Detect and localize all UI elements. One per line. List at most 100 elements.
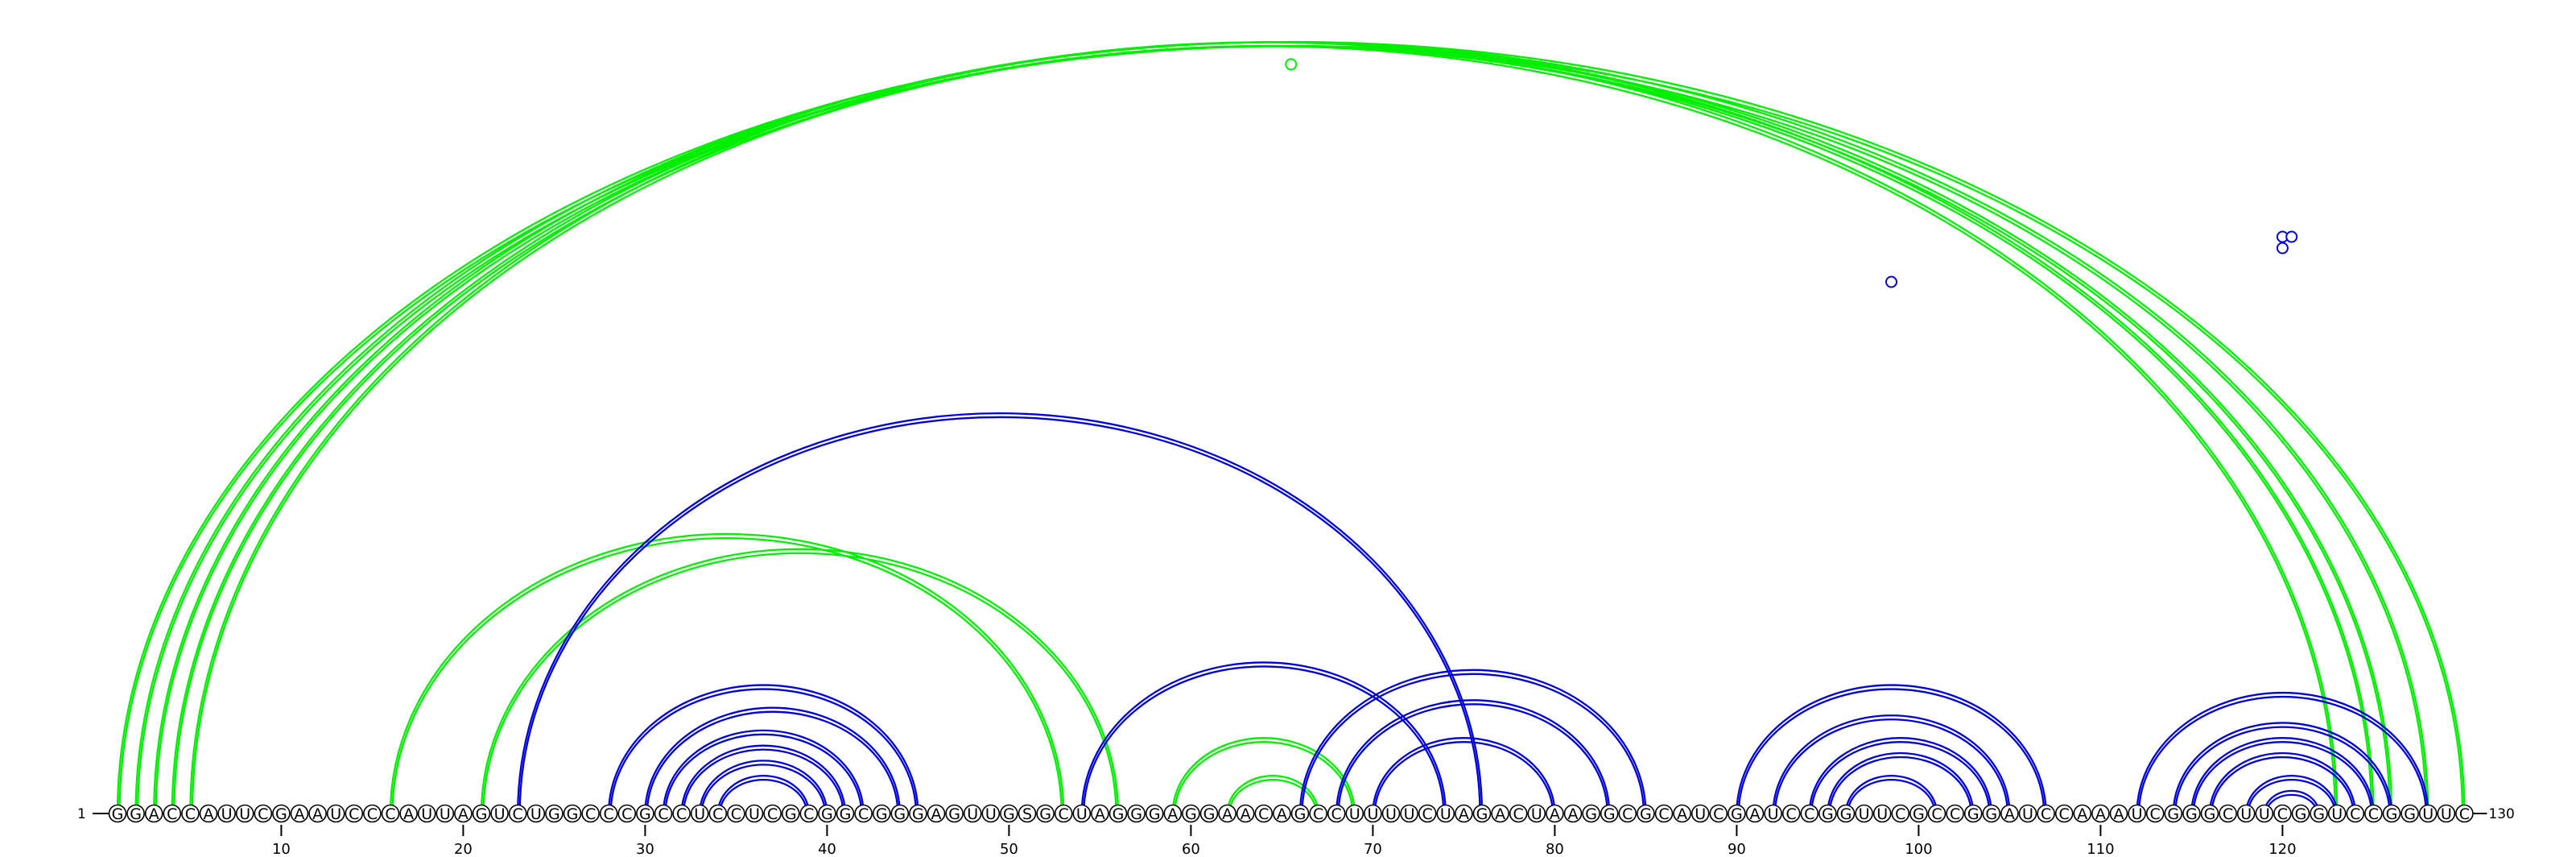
nucleotide-letter: G — [1822, 805, 1834, 823]
nucleotide-circle — [254, 804, 273, 823]
nucleotide: G — [1582, 804, 1600, 823]
base-pair-arc — [391, 536, 1063, 814]
nucleotide-letter: C — [167, 805, 177, 823]
nucleotide-circle — [1709, 804, 1728, 823]
base-pair-arcs — [116, 40, 2466, 814]
base-pair-arc — [2263, 789, 2320, 814]
base-pair-arc — [1226, 775, 1319, 814]
nucleotide-circle — [1327, 804, 1346, 823]
nucleotide: U — [1345, 804, 1364, 823]
nucleotide-circle — [2364, 804, 2383, 823]
nucleotide-letter: G — [1585, 805, 1597, 823]
nucleotide-circle — [1182, 804, 1200, 823]
nucleotide-circle — [326, 804, 345, 823]
nucleotide: A — [927, 804, 946, 823]
nucleotide-circle — [2091, 804, 2110, 823]
nucleotide-circle — [1108, 804, 1128, 823]
nucleotide-letter: A — [2077, 805, 2087, 823]
nucleotide-circle — [272, 804, 291, 823]
nucleotide-letter: G — [1003, 805, 1015, 823]
nucleotide-letter: U — [1531, 805, 1542, 823]
nucleotide: U — [1527, 804, 1546, 823]
nucleotide: C — [163, 804, 182, 823]
nucleotide-circle — [581, 804, 600, 823]
nucleotide-letter: U — [985, 805, 997, 823]
nucleotide-circle — [1418, 804, 1437, 823]
nucleotide-letter: U — [967, 805, 978, 823]
nucleotide-letter: G — [1294, 805, 1307, 823]
nucleotide-circle — [1982, 804, 2001, 823]
base-pair-arc — [2192, 741, 2373, 814]
nucleotide-letter: U — [330, 805, 341, 823]
nucleotide-circle — [1054, 804, 1073, 823]
nucleotide: G — [1728, 804, 1746, 823]
nucleotide-letter: G — [1203, 805, 1216, 823]
nucleotide-circle — [2236, 804, 2256, 823]
nucleotide-circle — [1946, 804, 1964, 823]
base-pair-arc — [1335, 699, 1611, 814]
nucleotide-circle — [2455, 804, 2474, 823]
base-pair-arc — [1828, 756, 1972, 814]
nucleotide-circle — [2273, 804, 2292, 823]
nucleotide-circle — [526, 804, 546, 823]
nucleotide-letter: G — [1476, 805, 1488, 823]
base-pair-arc — [1827, 751, 1975, 814]
nucleotide: G — [872, 804, 891, 823]
nucleotide: C — [2219, 804, 2237, 823]
nucleotide-letter: A — [1277, 805, 1287, 823]
nucleotide: U — [235, 804, 254, 823]
nucleotide: G — [1472, 804, 1492, 823]
nucleotide-letter: G — [876, 805, 888, 823]
nucleotide: U — [490, 804, 509, 823]
base-pair-arc — [2136, 691, 2429, 814]
nucleotide-letter: A — [1222, 805, 1232, 823]
nucleotide: G — [2291, 804, 2310, 823]
nucleotide-circle — [617, 804, 637, 823]
nucleotide-circle — [1018, 804, 1037, 823]
nucleotide: A — [290, 804, 309, 823]
nucleotide: G — [1637, 804, 1655, 823]
nucleotide-circle — [181, 804, 200, 823]
nucleotide-circle — [472, 804, 491, 823]
nucleotide-letter: U — [2422, 805, 2434, 823]
nucleotide-circle — [1546, 804, 1564, 823]
nucleotide-circle — [2128, 804, 2146, 823]
base-pair-arc — [662, 729, 865, 814]
nucleotide: U — [981, 804, 1001, 823]
nucleotide: C — [854, 804, 873, 823]
nucleotide-circle — [2182, 804, 2201, 823]
nucleotide: U — [745, 804, 764, 823]
base-pair-arc — [134, 40, 2429, 814]
axis-tick-label: 70 — [1364, 841, 1382, 857]
nucleotide-circle — [235, 804, 254, 823]
nucleotide-circle — [1963, 804, 1983, 823]
nucleotide: C — [1800, 804, 1819, 823]
nucleotide-circle — [781, 804, 800, 823]
axis-tick-label: 50 — [1000, 841, 1018, 857]
nucleotide: C — [181, 804, 200, 823]
nucleotide-letter: G — [2186, 805, 2198, 823]
nucleotide-circle — [1509, 804, 1528, 823]
nucleotide-letter: U — [1440, 805, 1451, 823]
nucleotide-circle — [2018, 804, 2037, 823]
nucleotide-circle — [454, 804, 473, 823]
base-pair-arc — [2208, 751, 2356, 814]
nucleotide-circle — [1781, 804, 1801, 823]
nucleotide: U — [1364, 804, 1382, 823]
nucleotide-letter: U — [1876, 805, 1888, 823]
nucleotide-letter: G — [476, 805, 488, 823]
nucleotide: G — [1836, 804, 1856, 823]
nucleotide-circle — [708, 804, 728, 823]
nucleotide-letter: G — [1967, 805, 1979, 823]
nucleotide-circle — [144, 804, 163, 823]
nucleotide: U — [690, 804, 709, 823]
nucleotide-letter: G — [275, 805, 287, 823]
nucleotide: U — [1690, 804, 1710, 823]
nucleotide: G — [1909, 804, 1928, 823]
nucleotide-letter: C — [1422, 805, 1433, 823]
nucleotide-circle — [1800, 804, 1819, 823]
nucleotide-circle — [836, 804, 855, 823]
nucleotide-circle — [1909, 804, 1928, 823]
nucleotide: G — [836, 804, 855, 823]
nucleotide-circle — [345, 804, 364, 823]
